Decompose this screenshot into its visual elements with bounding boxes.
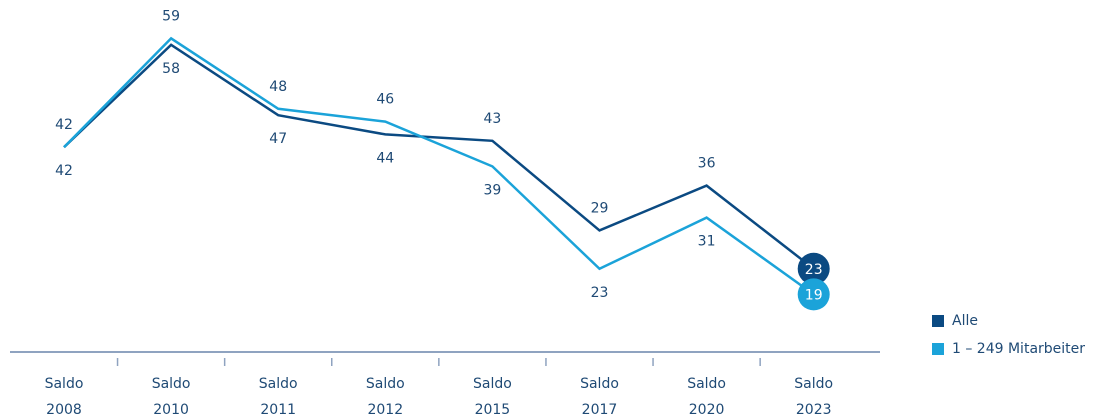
legend-label: 1 – 249 Mitarbeiter <box>952 341 1085 357</box>
data-label: 23 <box>805 262 823 278</box>
data-label: 31 <box>698 234 716 250</box>
x-tick-label: Saldo 2010 <box>152 376 191 417</box>
x-tick-label: Saldo 2011 <box>259 376 298 417</box>
data-label: 43 <box>483 111 501 127</box>
x-tick-label: Saldo 2017 <box>580 376 619 417</box>
x-tick-label: Saldo 2020 <box>687 376 726 417</box>
data-label: 23 <box>591 285 609 301</box>
data-label: 29 <box>591 200 609 216</box>
end-marker <box>797 278 830 311</box>
data-label: 47 <box>269 131 287 147</box>
data-label: 44 <box>376 150 394 166</box>
data-label: 19 <box>805 287 823 303</box>
legend-swatch <box>932 315 944 327</box>
data-label: 59 <box>162 8 180 24</box>
data-label: 39 <box>483 182 501 198</box>
legend-label: Alle <box>952 313 978 329</box>
data-label: 46 <box>376 92 394 108</box>
end-marker <box>797 252 830 285</box>
data-label: 36 <box>698 156 716 172</box>
data-label: 58 <box>162 61 180 77</box>
x-tick-label: Saldo 2008 <box>45 376 84 417</box>
x-tick-label: Saldo 2015 <box>473 376 512 417</box>
x-tick-label: Saldo 2012 <box>366 376 405 417</box>
data-label: 48 <box>269 79 287 95</box>
line <box>63 43 815 270</box>
data-label: 42 <box>55 117 73 133</box>
data-label: 42 <box>55 163 73 179</box>
legend-swatch <box>932 343 944 355</box>
x-tick-label: Saldo 2023 <box>794 376 833 417</box>
line <box>63 36 815 296</box>
